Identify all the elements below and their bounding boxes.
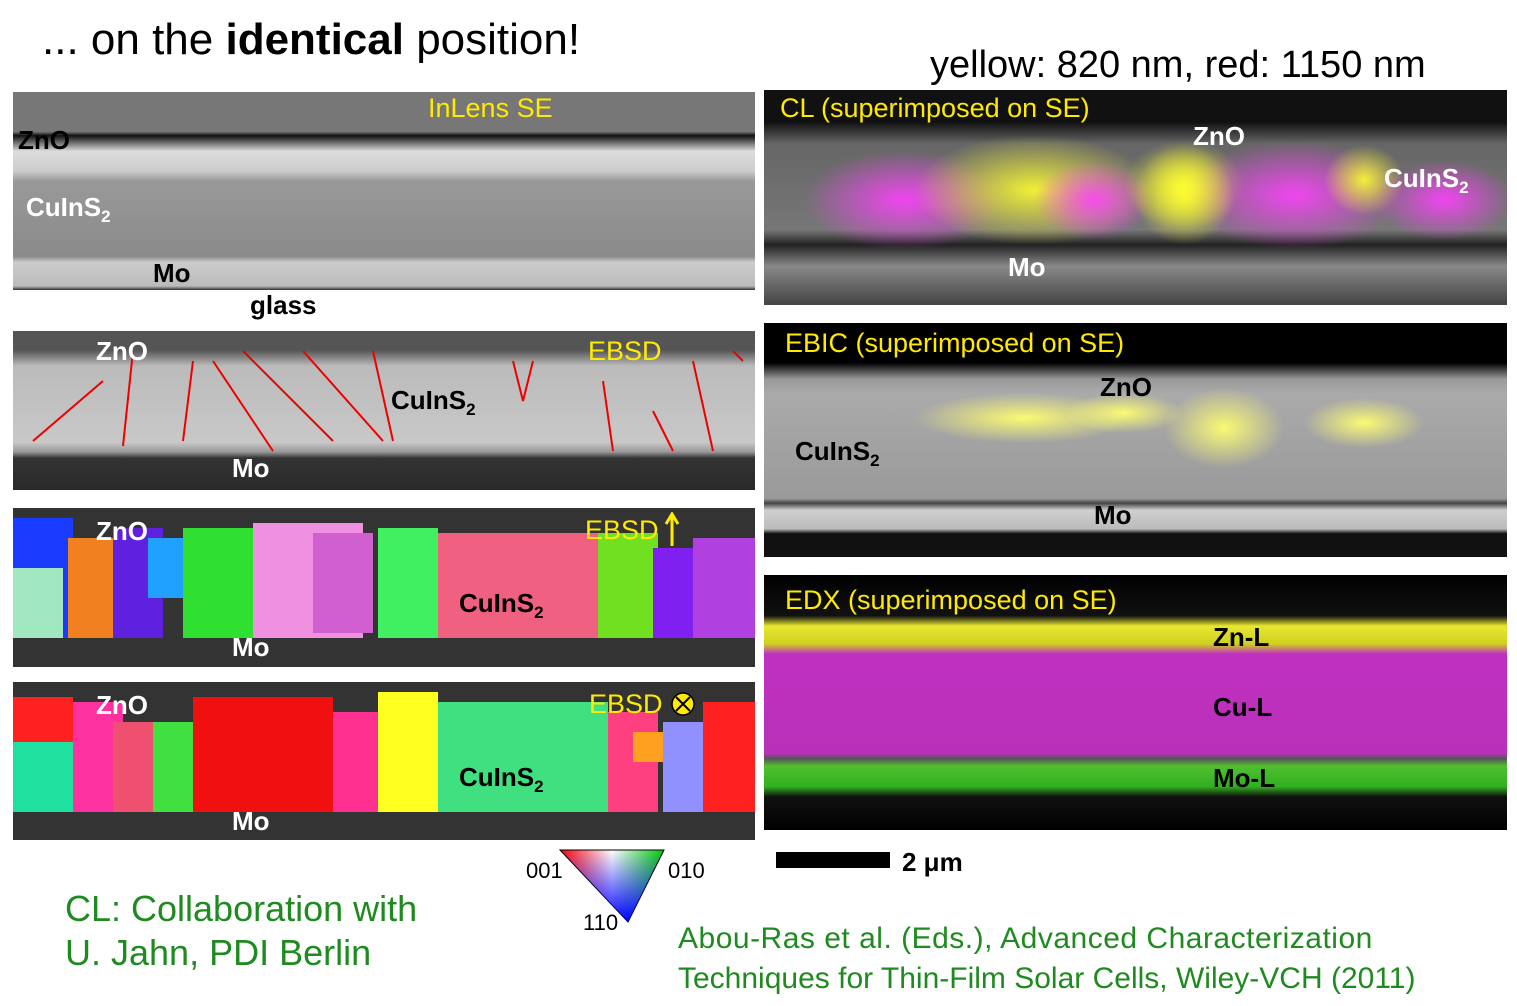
title: ... on the identical position! bbox=[42, 18, 580, 62]
zno-label: ZnO bbox=[1100, 372, 1152, 402]
title-part: ... on the bbox=[42, 15, 226, 64]
mo-label: Mo bbox=[1008, 252, 1046, 282]
mo-label: Mo-L bbox=[1213, 763, 1276, 793]
scale-bar bbox=[776, 852, 890, 868]
panel-label: InLens SE bbox=[428, 93, 553, 123]
orientation-map bbox=[13, 518, 755, 638]
panel-label: EDX (superimposed on SE) bbox=[785, 585, 1117, 615]
zno-label: ZnO bbox=[18, 125, 70, 155]
se-image bbox=[13, 92, 755, 290]
panel-label: EBSD bbox=[589, 689, 663, 719]
zno-label: ZnO bbox=[1193, 121, 1245, 151]
ipf-color-key bbox=[558, 849, 665, 923]
key-label: 110 bbox=[583, 910, 619, 935]
cuins-label: CuInS2 bbox=[26, 194, 111, 225]
citation: Abou-Ras et al. (Eds.), Advanced Charact… bbox=[678, 922, 1373, 955]
credit: CL: Collaboration with bbox=[65, 888, 418, 929]
credit: U. Jahn, PDI Berlin bbox=[65, 932, 372, 973]
cl-image bbox=[764, 90, 1507, 305]
grain-boundaries bbox=[32, 350, 744, 452]
ebsd-map-image bbox=[13, 508, 755, 667]
formula: CuInS bbox=[26, 192, 102, 222]
cu-label: Cu-L bbox=[1213, 692, 1273, 722]
orientation-map bbox=[13, 692, 755, 812]
cuins-label: CuInS2 bbox=[1384, 165, 1469, 196]
panel-label: EBSD bbox=[585, 515, 659, 545]
title-part: position! bbox=[403, 15, 581, 64]
subtitle: yellow: 820 nm, red: 1150 nm bbox=[930, 44, 1426, 86]
subscript: 2 bbox=[101, 207, 111, 226]
ebsd-map-image bbox=[13, 682, 755, 840]
into-page-icon bbox=[671, 692, 695, 716]
mo-label: Mo bbox=[232, 632, 270, 662]
subscript: 2 bbox=[870, 451, 880, 470]
formula: CuInS bbox=[459, 588, 535, 618]
zno-label: ZnO bbox=[96, 690, 148, 720]
panel-label: EBIC (superimposed on SE) bbox=[785, 328, 1125, 358]
key-label: 001 bbox=[526, 858, 563, 883]
cuins-label: CuInS2 bbox=[459, 764, 544, 795]
glass-label: glass bbox=[250, 290, 317, 320]
ebic-overlay bbox=[914, 388, 1424, 468]
mo-label: Mo bbox=[1094, 500, 1132, 530]
zno-label: ZnO bbox=[96, 516, 148, 546]
scale-bar-label: 2 μm bbox=[902, 847, 963, 877]
cl-overlay bbox=[804, 135, 1507, 250]
cuins-label: CuInS2 bbox=[795, 438, 880, 469]
arrow-icon bbox=[664, 512, 680, 546]
ebsd-gb-image bbox=[13, 331, 755, 490]
citation: Techniques for Thin-Film Solar Cells, Wi… bbox=[678, 962, 1416, 995]
ebic-image bbox=[764, 323, 1507, 557]
formula: CuInS bbox=[391, 385, 467, 415]
panel-label: EBSD bbox=[588, 336, 662, 366]
zn-label: Zn-L bbox=[1213, 622, 1270, 652]
subscript: 2 bbox=[534, 777, 544, 796]
formula: CuInS bbox=[1384, 163, 1460, 193]
cuins-label: CuInS2 bbox=[459, 590, 544, 621]
key-label: 010 bbox=[668, 858, 705, 883]
formula: CuInS bbox=[795, 436, 871, 466]
mo-label: Mo bbox=[153, 258, 191, 288]
mo-label: Mo bbox=[232, 453, 270, 483]
mo-label: Mo bbox=[232, 806, 270, 836]
subscript: 2 bbox=[1459, 178, 1469, 197]
formula: CuInS bbox=[459, 762, 535, 792]
zno-label: ZnO bbox=[96, 336, 148, 366]
edx-image bbox=[764, 575, 1507, 830]
title-bold: identical bbox=[225, 15, 404, 64]
panel-label: CL (superimposed on SE) bbox=[780, 93, 1090, 123]
subscript: 2 bbox=[534, 603, 544, 622]
cuins-label: CuInS2 bbox=[391, 387, 476, 418]
subscript: 2 bbox=[466, 400, 476, 419]
